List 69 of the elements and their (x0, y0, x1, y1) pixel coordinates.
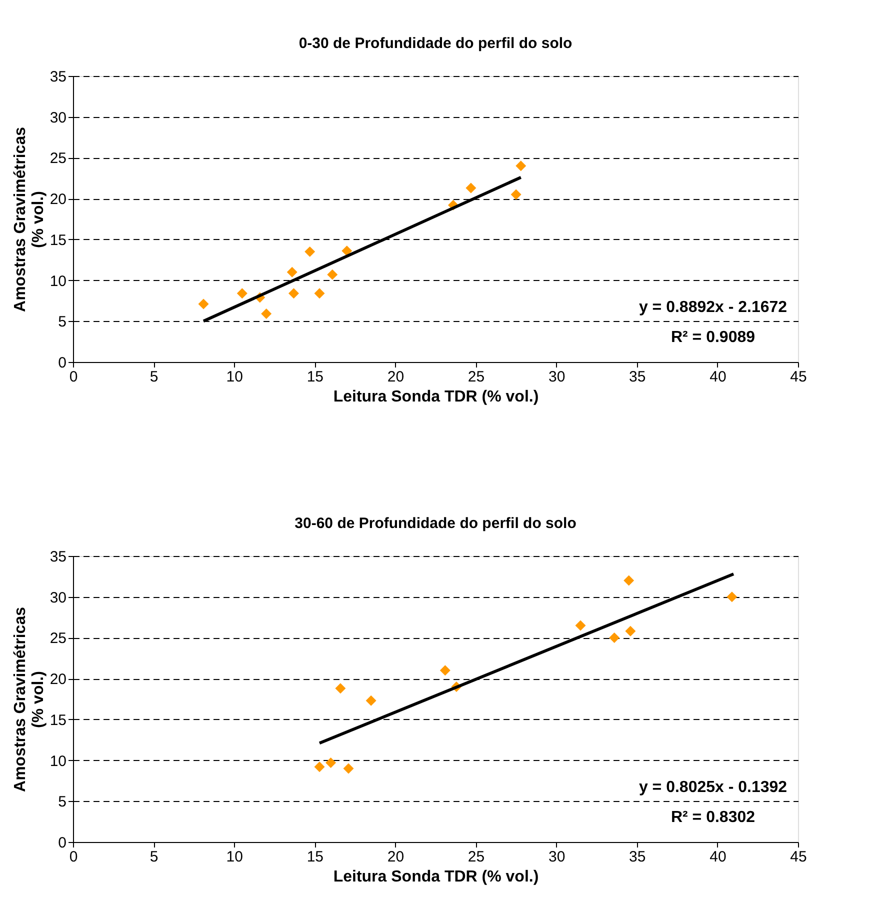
y-tick-label: 35 (50, 548, 66, 566)
annotation: y = 0.8892x - 2.1672 (638, 299, 788, 316)
annotation: R² = 0.8302 (670, 809, 756, 826)
point (304, 246, 316, 257)
point (198, 298, 209, 310)
annotation: y = 0.8025x - 0.1392 (638, 779, 788, 796)
point (366, 695, 376, 706)
chart-title: 30-60 de Profundidade do perfil do solo (294, 515, 576, 532)
y-tick-label: 15 (50, 232, 66, 249)
x-tick-label: 20 (387, 848, 404, 866)
x-tick-label: 15 (306, 368, 324, 386)
chart-title: 0-30 de Profundidade do perfil do solo (298, 35, 572, 52)
y-axis-title: Amostras Gravimétricas (% vol.) (12, 126, 47, 312)
point (609, 632, 620, 643)
y-tick-label: 10 (50, 272, 66, 290)
point (326, 757, 336, 768)
point (343, 763, 354, 774)
x-tick-label: 45 (790, 848, 807, 866)
x-tick-label: 25 (468, 368, 485, 386)
point (625, 626, 636, 636)
point (726, 592, 738, 602)
y-tick-label: 20 (50, 191, 66, 208)
y-tick-label: 25 (50, 150, 66, 168)
point (288, 288, 299, 299)
point (314, 762, 325, 772)
y-tick-label: 30 (50, 109, 66, 126)
x-tick-label: 5 (150, 848, 158, 866)
y-tick-label: 25 (50, 630, 66, 648)
point (516, 160, 526, 172)
y-tick-label: 30 (50, 589, 66, 606)
y-tick-label: 35 (50, 68, 66, 86)
point (624, 575, 634, 586)
x-axis-title: Leitura Sonda TDR (% vol.) (333, 868, 539, 886)
point (286, 266, 298, 278)
point (440, 665, 450, 676)
x-tick-label: 10 (226, 848, 243, 866)
point (314, 288, 325, 299)
x-tick-label: 40 (710, 848, 726, 866)
x-tick-label: 35 (629, 368, 646, 386)
x-tick-label: 30 (548, 368, 566, 386)
point (327, 269, 338, 280)
point (510, 189, 522, 200)
y-tick-label: 15 (50, 712, 66, 729)
y-tick-label: 20 (50, 671, 66, 688)
x-tick-label: 5 (150, 368, 158, 386)
y-tick-label: 5 (58, 794, 66, 811)
point (342, 246, 352, 256)
x-axis-title: Leitura Sonda TDR (% vol.) (333, 388, 539, 406)
y-tick-label: 0 (58, 834, 66, 852)
y-axis-title: Amostras Gravimétricas (% vol.) (12, 606, 47, 792)
x-tick-label: 20 (387, 368, 404, 386)
x-tick-label: 45 (790, 368, 807, 386)
y-tick-label: 0 (58, 354, 66, 372)
point (575, 620, 586, 631)
x-tick-label: 15 (306, 848, 324, 866)
x-tick-label: 0 (69, 368, 78, 386)
x-tick-label: 40 (710, 368, 726, 386)
point (466, 182, 476, 194)
x-tick-label: 0 (69, 848, 78, 866)
annotation: R² = 0.9089 (670, 329, 756, 346)
x-tick-label: 10 (226, 368, 243, 386)
x-tick-label: 35 (629, 848, 646, 866)
x-tick-label: 25 (468, 848, 485, 866)
x-tick-label: 30 (548, 848, 566, 866)
y-tick-label: 5 (58, 314, 66, 331)
point (335, 683, 346, 694)
point (236, 288, 248, 299)
point (261, 308, 272, 320)
y-tick-label: 10 (50, 752, 66, 770)
